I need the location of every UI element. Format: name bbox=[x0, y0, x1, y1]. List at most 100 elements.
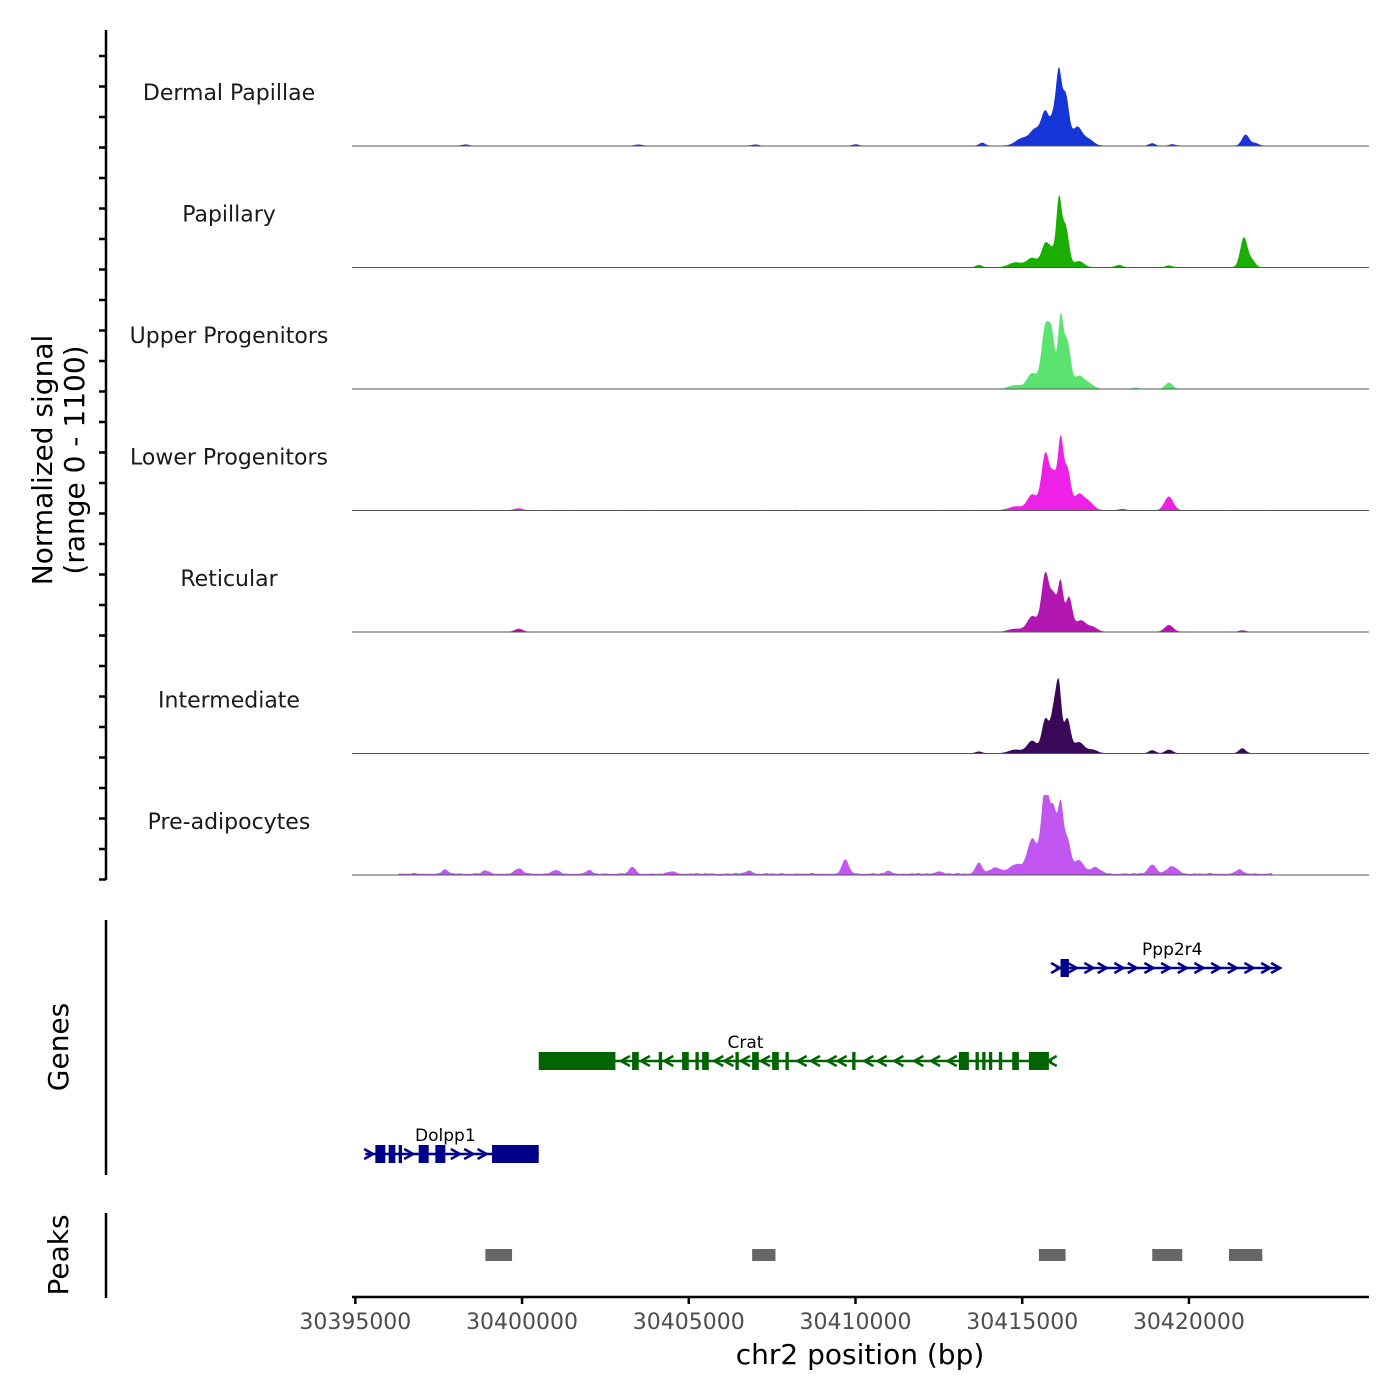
gene-exon bbox=[398, 1145, 403, 1163]
strand-arrow bbox=[1210, 961, 1223, 975]
gene-exon bbox=[735, 1052, 739, 1070]
strand-arrow bbox=[1227, 961, 1240, 975]
track-label: Upper Progenitors bbox=[130, 324, 329, 349]
peak-track-title: Peaks bbox=[42, 1214, 75, 1295]
strand-arrow bbox=[1113, 961, 1126, 975]
gene-exon bbox=[658, 1052, 663, 1070]
gene-exon bbox=[988, 1052, 993, 1070]
track-papillary: Papillary bbox=[182, 195, 1369, 268]
strand-arrow bbox=[1177, 961, 1190, 975]
strand-arrow bbox=[618, 1054, 631, 1068]
strand-arrow bbox=[1097, 961, 1110, 975]
strand-arrow bbox=[1160, 961, 1173, 975]
gene-exon bbox=[388, 1145, 396, 1163]
gene-exon bbox=[492, 1145, 539, 1163]
strand-arrow bbox=[450, 1147, 463, 1161]
signal-y-axis: Normalized signal (range 0 - 1100) bbox=[26, 30, 108, 881]
gene-exon bbox=[435, 1145, 446, 1163]
coverage-area-intermediate bbox=[405, 678, 1273, 754]
gene-track-title: Genes bbox=[42, 1003, 75, 1091]
strand-arrow bbox=[463, 1147, 476, 1161]
signal-y-axis-ticks bbox=[99, 54, 106, 881]
y-axis-title: Normalized signal bbox=[26, 335, 59, 586]
coverage-area-reticular bbox=[405, 571, 1273, 632]
strand-arrow bbox=[738, 1054, 751, 1068]
strand-arrow bbox=[1050, 961, 1063, 975]
strand-arrow bbox=[945, 1054, 958, 1068]
strand-arrow bbox=[928, 1054, 941, 1068]
track-label: Papillary bbox=[182, 203, 276, 228]
gene-exon bbox=[1060, 959, 1069, 977]
track-label: Intermediate bbox=[158, 689, 300, 714]
strand-arrow bbox=[661, 1054, 674, 1068]
peak-region bbox=[1228, 1249, 1263, 1261]
peak-region bbox=[485, 1249, 513, 1261]
track-label: Reticular bbox=[180, 567, 278, 592]
gene-exon bbox=[682, 1052, 689, 1070]
gene-exon bbox=[785, 1052, 789, 1070]
x-tick-label: 30420000 bbox=[1133, 1310, 1245, 1335]
track-pre-adipocytes: Pre-adipocytes bbox=[148, 795, 1369, 876]
x-tick-label: 30395000 bbox=[299, 1310, 411, 1335]
coverage-area-dermal-papillae bbox=[405, 67, 1273, 146]
gene-exon bbox=[632, 1052, 639, 1070]
gene-label: Dolpp1 bbox=[415, 1126, 476, 1146]
strand-arrow bbox=[1143, 961, 1157, 975]
gene-exon bbox=[982, 1052, 986, 1070]
strand-arrow bbox=[711, 1054, 724, 1068]
gene-models: Ppp2r4 Crat Dolpp1 bbox=[363, 940, 1283, 1163]
coverage-area-papillary bbox=[405, 195, 1273, 268]
coverage-area-lower-progenitors bbox=[405, 435, 1273, 511]
strand-arrow bbox=[403, 1147, 416, 1161]
gene-exon bbox=[695, 1052, 699, 1070]
gene-label: Ppp2r4 bbox=[1142, 940, 1202, 960]
gene-crat: Crat bbox=[538, 1033, 1058, 1070]
strand-arrow bbox=[1083, 961, 1096, 975]
gene-exon bbox=[418, 1145, 429, 1163]
x-axis-title: chr2 position (bp) bbox=[736, 1338, 985, 1371]
gene-exon bbox=[702, 1052, 709, 1070]
track-reticular: Reticular bbox=[180, 567, 1369, 633]
gene-exon bbox=[772, 1052, 779, 1070]
gene-exon bbox=[958, 1052, 969, 1070]
strand-arrow bbox=[1260, 961, 1273, 975]
gene-exon bbox=[975, 1052, 979, 1070]
strand-arrow bbox=[1127, 961, 1140, 975]
peak-track: Peaks bbox=[42, 1213, 1263, 1298]
peak-regions bbox=[485, 1249, 1263, 1261]
strand-arrow bbox=[476, 1147, 490, 1161]
x-tick-label: 30405000 bbox=[633, 1310, 745, 1335]
x-axis-ticks: 30395000 30400000 30405000 30410000 30415000… bbox=[299, 1297, 1245, 1335]
strand-arrow bbox=[795, 1054, 808, 1068]
track-lower-progenitors: Lower Progenitors bbox=[130, 435, 1369, 511]
track-intermediate: Intermediate bbox=[158, 678, 1369, 754]
x-tick-label: 30415000 bbox=[966, 1310, 1078, 1335]
gene-exon bbox=[375, 1145, 386, 1163]
gene-exon bbox=[998, 1052, 1003, 1070]
gene-exon bbox=[752, 1052, 759, 1070]
strand-arrow bbox=[911, 1054, 924, 1068]
strand-arrow bbox=[861, 1054, 874, 1068]
peak-region bbox=[752, 1249, 776, 1261]
x-tick-label: 30400000 bbox=[466, 1310, 578, 1335]
strand-arrow bbox=[1270, 961, 1283, 975]
strand-arrow bbox=[758, 1054, 771, 1068]
coverage-area-upper-progenitors bbox=[405, 312, 1273, 389]
strand-arrow bbox=[891, 1054, 904, 1068]
track-label: Lower Progenitors bbox=[130, 446, 328, 471]
y-axis-range-note: (range 0 - 1100) bbox=[58, 345, 91, 574]
strand-arrow bbox=[721, 1054, 734, 1068]
peak-region bbox=[1152, 1249, 1183, 1261]
strand-arrow bbox=[825, 1054, 838, 1068]
strand-arrow bbox=[835, 1054, 848, 1068]
strand-arrow bbox=[1193, 961, 1207, 975]
strand-arrow bbox=[1045, 1054, 1058, 1068]
gene-exon bbox=[1028, 1052, 1049, 1070]
track-dermal-papillae: Dermal Papillae bbox=[143, 67, 1369, 147]
gene-exon bbox=[1012, 1052, 1019, 1070]
track-upper-progenitors: Upper Progenitors bbox=[130, 312, 1369, 390]
strand-arrow bbox=[638, 1054, 651, 1068]
track-label: Dermal Papillae bbox=[143, 81, 315, 106]
gene-exon bbox=[852, 1052, 856, 1070]
